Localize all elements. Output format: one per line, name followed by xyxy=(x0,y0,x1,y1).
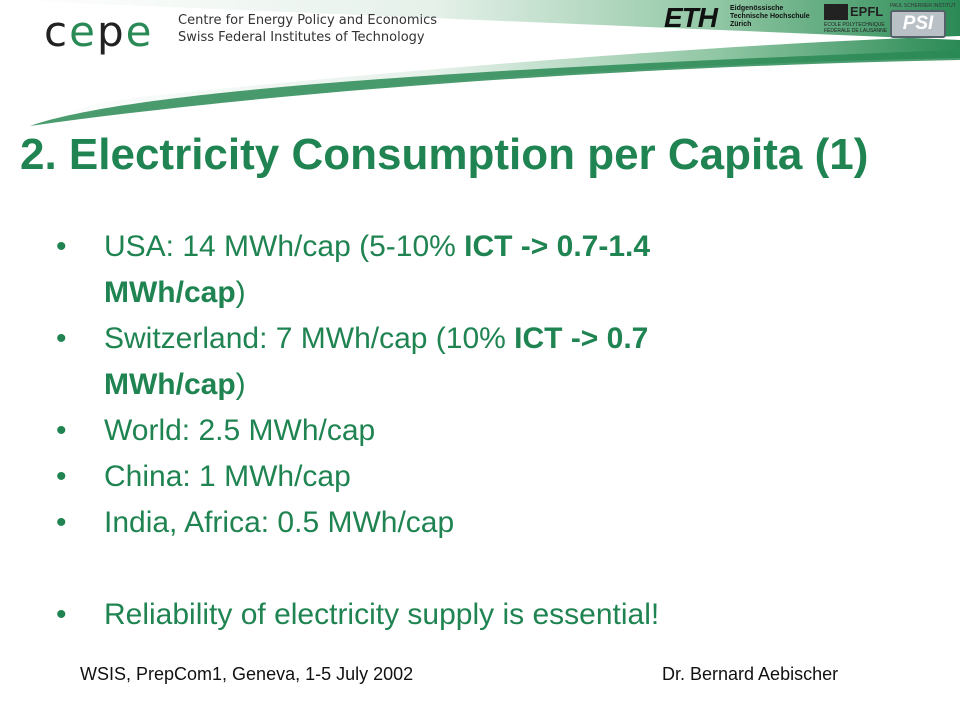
bullet-icon: • xyxy=(56,322,67,355)
cepe-logo: cepe xyxy=(44,7,154,56)
bullet-icon: • xyxy=(56,414,67,447)
list-item: • India, Africa: 0.5 MWh/cap xyxy=(56,500,936,546)
bullet-icon: • xyxy=(56,460,67,493)
bullet-icon: • xyxy=(56,598,67,631)
bullet-icon: • xyxy=(56,506,67,539)
list-item: • China: 1 MWh/cap xyxy=(56,454,936,500)
epfl-logo: EPFL ÉCOLE POLYTECHNIQUE FÉDÉRALE DE LAUS… xyxy=(824,4,888,34)
list-item: • World: 2.5 MWh/cap xyxy=(56,408,936,454)
slide-title: 2. Electricity Consumption per Capita (1… xyxy=(20,130,869,179)
footer-author: Dr. Bernard Aebischer xyxy=(662,664,839,684)
psi-logo: PSI xyxy=(890,10,946,38)
eth-logo: ETH xyxy=(664,2,718,33)
list-item: • Switzerland: 7 MWh/cap (10% ICT -> 0.7… xyxy=(56,316,936,408)
footer-event: WSIS, PrepCom1, Geneva, 1-5 July 2002 xyxy=(80,664,414,684)
cepe-subtitle: Centre for Energy Policy and Economics S… xyxy=(178,13,438,45)
eth-subtitle: Eidgenössische Technische Hochschule Zür… xyxy=(730,5,810,28)
psi-caption: PAUL SCHERRER INSTITUT xyxy=(890,3,956,9)
list-item: • Reliability of electricity supply is e… xyxy=(56,592,936,638)
bullet-icon: • xyxy=(56,230,67,263)
bullet-list: • USA: 14 MWh/cap (5-10% ICT -> 0.7-1.4 … xyxy=(56,224,936,638)
list-item: • USA: 14 MWh/cap (5-10% ICT -> 0.7-1.4 … xyxy=(56,224,936,316)
header-swoosh xyxy=(0,0,960,126)
